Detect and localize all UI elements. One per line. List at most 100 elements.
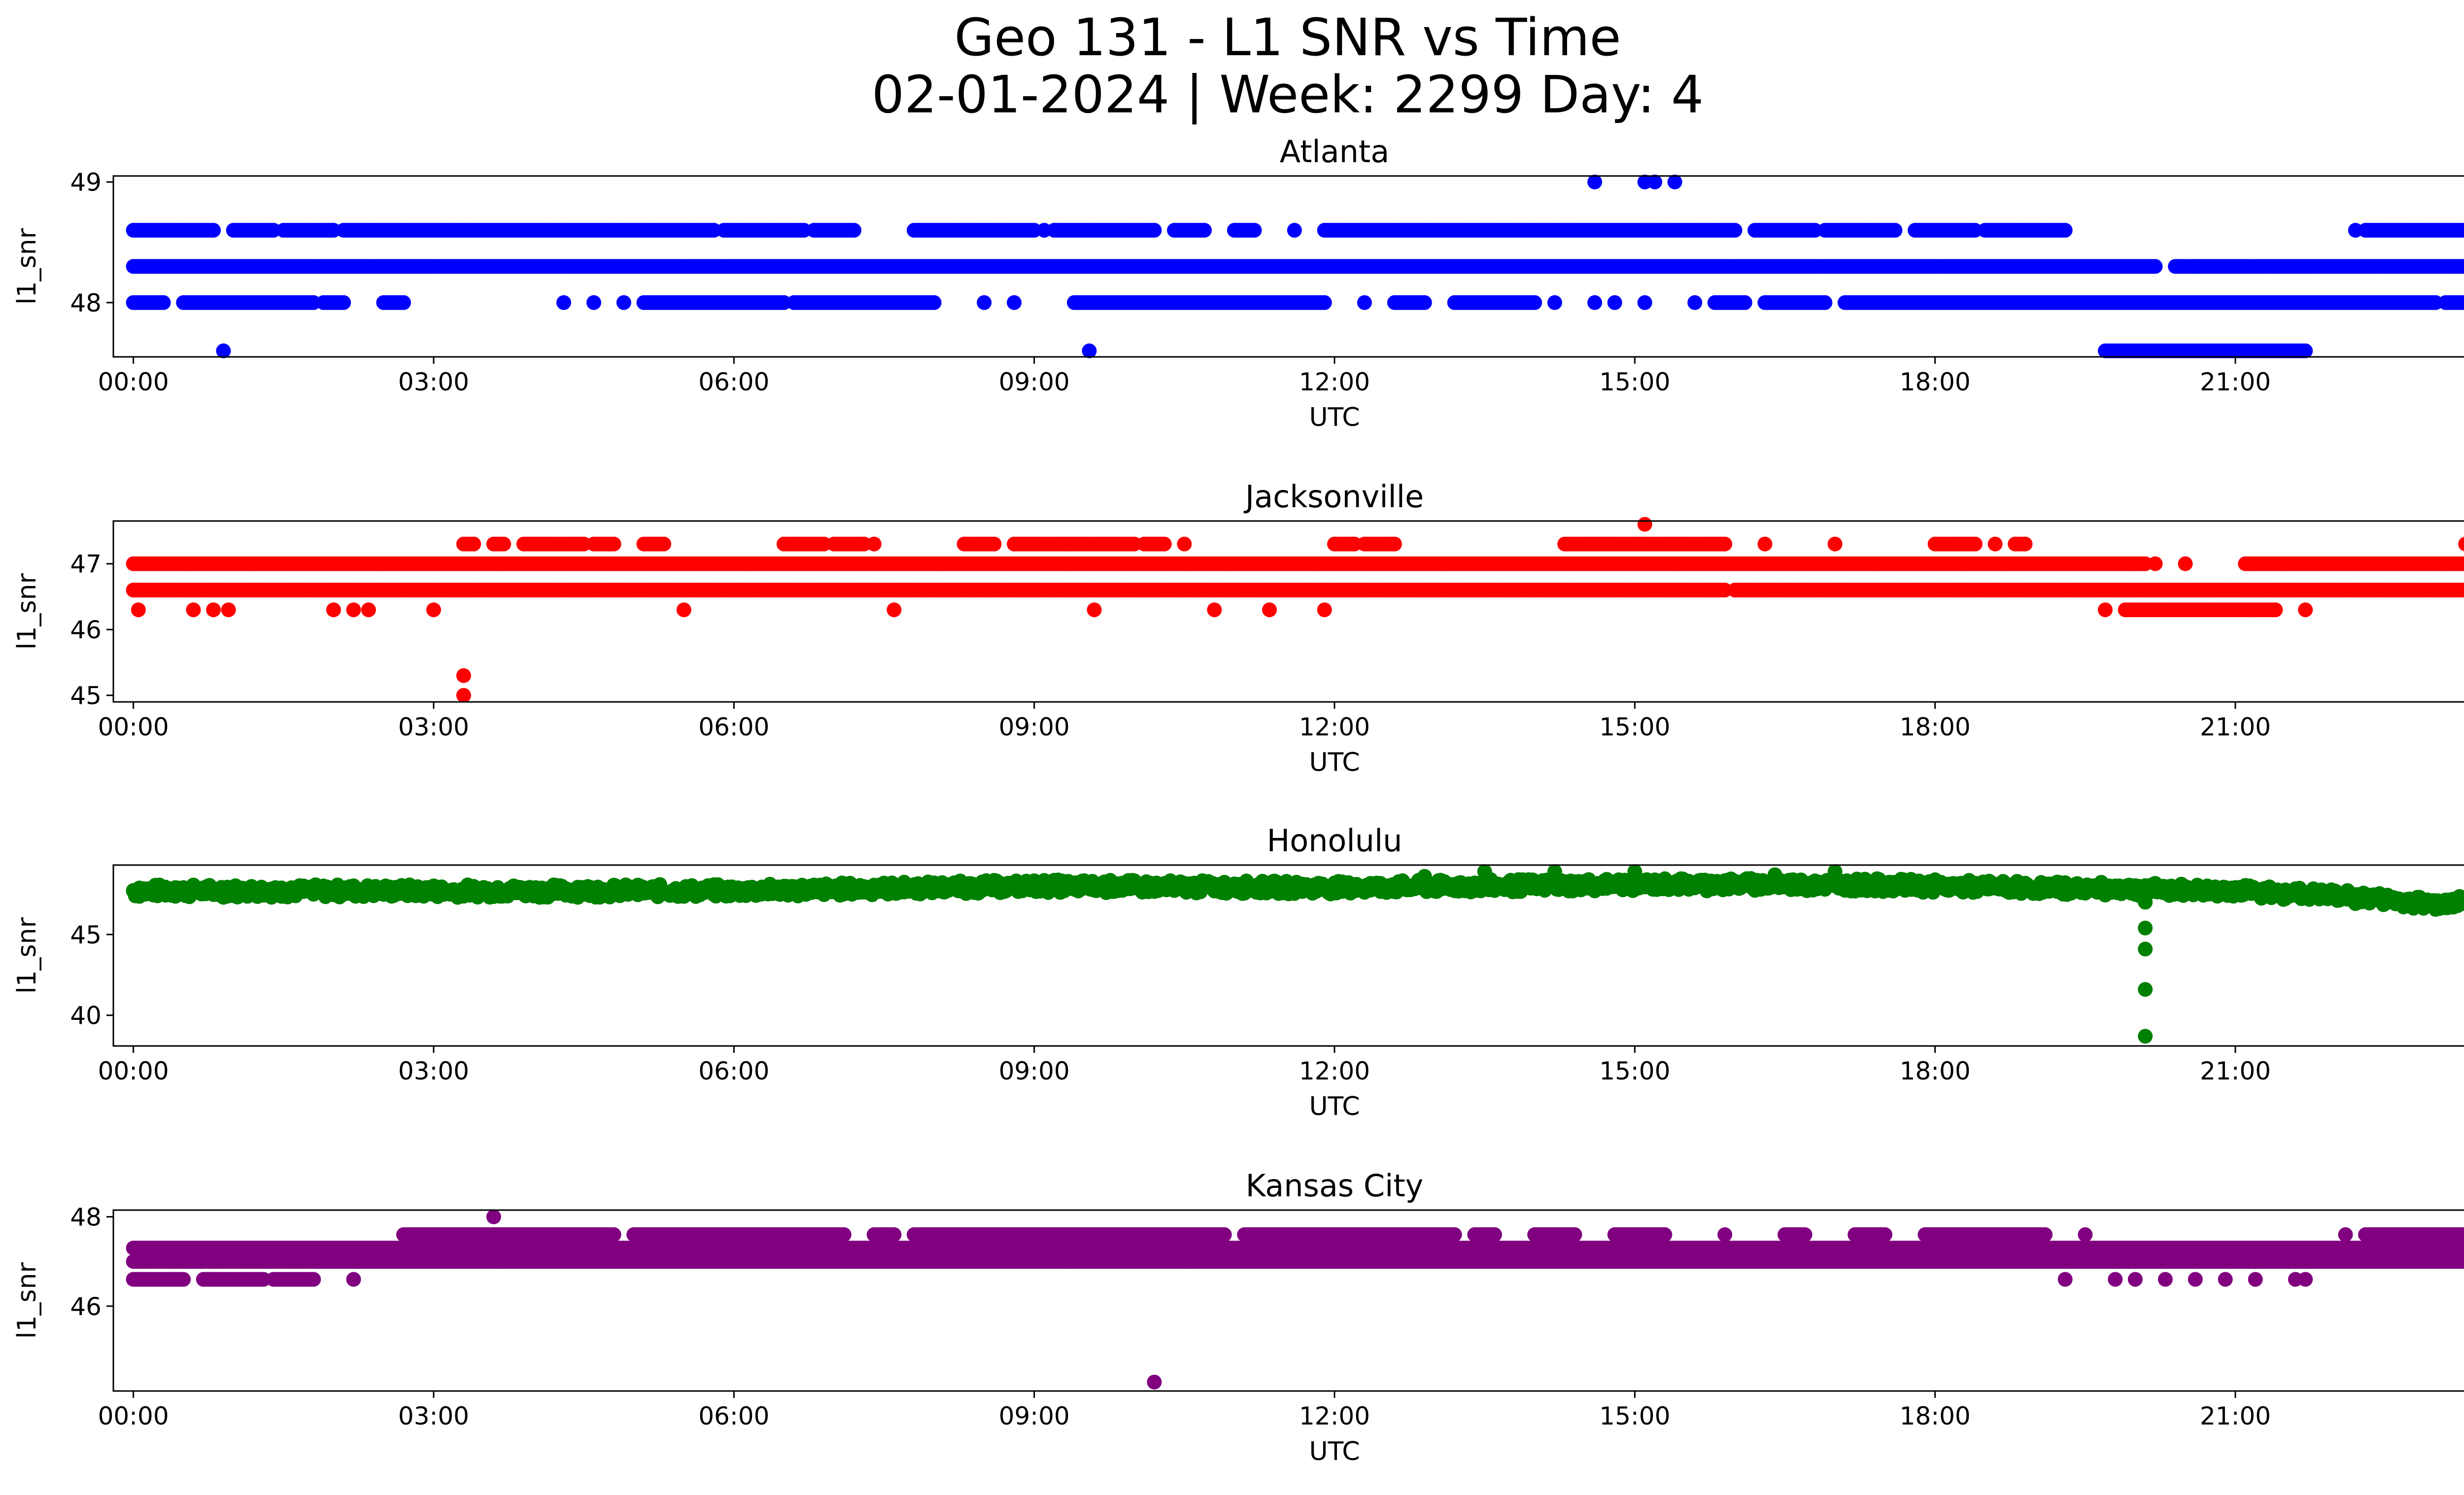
jacksonville-point-2137 xyxy=(1967,536,1983,552)
jacksonville-point-2226 xyxy=(1987,536,2003,552)
atlanta-point-2418 xyxy=(616,295,631,310)
jacksonville-point-2210 xyxy=(361,602,376,618)
jacksonville-point-894 xyxy=(2461,557,2464,570)
atlanta-point-2419 xyxy=(977,295,992,310)
jacksonville-point-2211 xyxy=(426,602,441,618)
jacksonville-point-2223 xyxy=(1637,517,1652,532)
atlanta-ytick-label-0: 48 xyxy=(70,289,102,317)
atlanta-point-926 xyxy=(2461,260,2464,273)
honolulu-markers xyxy=(126,864,2464,1044)
atlanta-point-1694 xyxy=(156,295,171,310)
jacksonville-point-2227 xyxy=(866,536,882,552)
atlanta-ytick-label-1: 49 xyxy=(70,168,102,197)
atlanta-ylabel: l1_snr xyxy=(12,228,42,305)
atlanta-markers xyxy=(126,174,2464,358)
jacksonville-point-2230 xyxy=(2178,556,2193,571)
atlanta-point-2427 xyxy=(2188,259,2203,274)
jacksonville-title: Jacksonville xyxy=(1243,479,1424,515)
jacksonville-xtick-label-6: 18:00 xyxy=(1900,713,1971,741)
atlanta-point-1981 xyxy=(1317,295,1332,310)
atlanta-xtick-label-3: 09:00 xyxy=(999,368,1070,396)
atlanta-point-2429 xyxy=(1037,223,1052,238)
figure-title: Geo 131 - L1 SNR vs Time 02-01-2024 | We… xyxy=(0,9,2464,123)
figure-title-line-1: Geo 131 - L1 SNR vs Time xyxy=(954,7,1621,68)
atlanta-xtick-label-0: 00:00 xyxy=(98,368,169,396)
jacksonville-xtick-label-4: 12:00 xyxy=(1299,713,1370,741)
jacksonville-ylabel: l1_snr xyxy=(12,573,42,650)
jacksonville-point-2229 xyxy=(2148,556,2163,571)
atlanta-title: Atlanta xyxy=(1280,134,1389,170)
jacksonville-point-2204 xyxy=(131,602,146,618)
atlanta-point-1756 xyxy=(336,295,351,310)
jacksonville-point-2214 xyxy=(1087,602,1102,618)
atlanta-xtick-label-4: 12:00 xyxy=(1299,368,1370,396)
jacksonville-point-2225 xyxy=(1827,536,1843,552)
jacksonville-xtick-label-0: 00:00 xyxy=(98,713,169,741)
atlanta-point-2027 xyxy=(1527,295,1542,310)
jacksonville-xtick-label-7: 21:00 xyxy=(2200,713,2271,741)
jacksonville-markers xyxy=(126,517,2464,703)
atlanta-point-2425 xyxy=(1637,295,1652,310)
atlanta-xtick-label-7: 21:00 xyxy=(2200,368,2271,396)
jacksonville-point-2209 xyxy=(346,602,361,618)
atlanta-point-2421 xyxy=(1357,295,1372,310)
atlanta-point-1326 xyxy=(1197,223,1212,238)
atlanta-point-986 xyxy=(206,223,221,238)
jacksonville-point-1932 xyxy=(656,536,672,552)
atlanta-point-2420 xyxy=(1007,295,1022,310)
atlanta-point-1612 xyxy=(2057,223,2073,238)
atlanta-point-2416 xyxy=(556,295,571,310)
atlanta-point-2409 xyxy=(2298,343,2313,358)
honolulu-title: Honolulu xyxy=(1267,823,1403,859)
jacksonville-ytick-label-1: 46 xyxy=(70,616,102,644)
jacksonville-point-2213 xyxy=(887,602,902,618)
jacksonville-point-2221 xyxy=(456,668,471,683)
atlanta-point-2426 xyxy=(1687,295,1703,310)
jacksonville-point-2207 xyxy=(221,602,236,618)
jacksonville-point-1889 xyxy=(496,536,512,552)
jacksonville-point-2219 xyxy=(2268,602,2283,618)
jacksonville-point-2218 xyxy=(2098,602,2113,618)
jacksonville-point-2120 xyxy=(1717,536,1733,552)
atlanta-point-808 xyxy=(2148,259,2163,274)
jacksonville-point-2212 xyxy=(676,602,691,618)
jacksonville-point-2220 xyxy=(2298,602,2313,618)
jacksonville-ytick-label-0: 45 xyxy=(70,682,102,710)
atlanta-point-2415 xyxy=(1667,174,1682,190)
jacksonville-point-2216 xyxy=(1262,602,1277,618)
jacksonville-point-1975 xyxy=(987,536,1002,552)
jacksonville-point-2205 xyxy=(186,602,201,618)
jacksonville-point-2231 xyxy=(2458,537,2464,552)
jacksonville-point-2228 xyxy=(1177,536,1192,552)
jacksonville-point-2033 xyxy=(1157,536,1172,552)
jacksonville-point-2215 xyxy=(1207,602,1222,618)
atlanta-point-2412 xyxy=(1587,174,1603,190)
atlanta-point-2040 xyxy=(1737,295,1752,310)
atlanta-point-2423 xyxy=(1587,295,1603,310)
atlanta-point-1994 xyxy=(1417,295,1432,310)
atlanta-point-1654 xyxy=(2461,224,2464,237)
atlanta-point-2430 xyxy=(1287,223,1302,238)
atlanta-xtick-label-5: 15:00 xyxy=(1599,368,1670,396)
atlanta-point-1500 xyxy=(1727,223,1743,238)
atlanta-xtick-label-6: 18:00 xyxy=(1900,368,1971,396)
atlanta-point-2411 xyxy=(1082,343,1097,358)
jacksonville-point-2055 xyxy=(1387,536,1402,552)
jacksonville-ytick-label-2: 47 xyxy=(70,550,102,579)
atlanta-point-2312 xyxy=(2461,296,2464,309)
atlanta-xtick-label-2: 06:00 xyxy=(698,368,769,396)
jacksonville-point-1884 xyxy=(466,536,481,552)
jacksonville-point-1852 xyxy=(2461,584,2464,596)
jacksonville-point-2217 xyxy=(1317,602,1332,618)
jacksonville-point-2142 xyxy=(2018,536,2033,552)
jacksonville-xtick-label-3: 09:00 xyxy=(999,713,1070,741)
atlanta-point-1313 xyxy=(1147,223,1162,238)
atlanta-point-2065 xyxy=(1817,295,1833,310)
jacksonville-point-2222 xyxy=(456,688,471,703)
jacksonville-point-2208 xyxy=(326,602,341,618)
atlanta-point-2422 xyxy=(1547,295,1562,310)
